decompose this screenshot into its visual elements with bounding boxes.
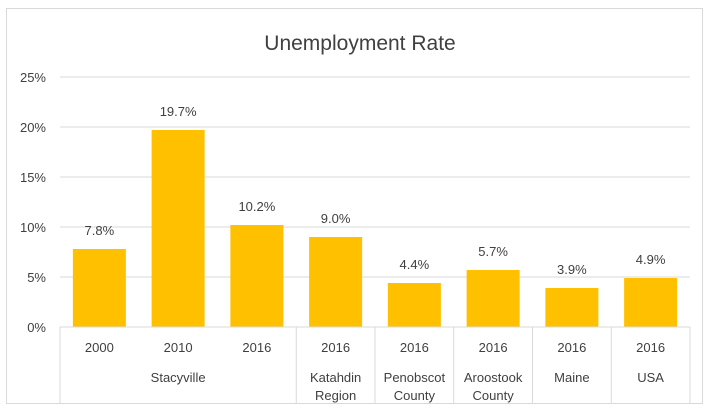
bar [151,130,205,327]
y-tick-label: 25% [20,70,46,85]
group-label: County [394,388,436,403]
y-tick-label: 15% [20,170,46,185]
x-tick-label: 2010 [164,340,193,355]
group-label: Katahdin [310,370,361,385]
chart-title: Unemployment Rate [264,32,455,55]
group-label: Maine [554,370,589,385]
bar [466,270,520,327]
x-tick-label: 2016 [242,340,271,355]
data-label: 7.8% [85,223,115,238]
x-tick-label: 2016 [400,340,429,355]
x-axis: 2000 2010 2016 2016 2016 2016 2016 2016 Stacyvil… [59,326,691,404]
bar [309,237,363,327]
data-labels: 7.8% 19.7% 10.2% 9.0% 4.4% 5.7% 3.9% 4.9% [85,104,666,277]
bar [545,288,599,327]
bar [72,249,126,327]
y-tick-label: 10% [20,220,46,235]
group-label: County [473,388,515,403]
x-tick-label: 2000 [85,340,114,355]
data-label: 3.9% [557,262,587,277]
data-label: 19.7% [160,104,197,119]
y-tick-label: 20% [20,120,46,135]
data-label: 4.4% [400,257,430,272]
group-label: Stacyville [151,370,206,385]
data-label: 9.0% [321,211,351,226]
data-label: 5.7% [478,244,508,259]
y-tick-label: 5% [27,270,46,285]
bars [72,130,678,327]
group-label: Region [315,388,356,403]
data-label: 4.9% [636,252,666,267]
bar [387,283,441,327]
bar [230,225,284,327]
y-axis-ticks: 0% 5% 10% 15% 20% 25% [20,70,46,335]
x-tick-label: 2016 [321,340,350,355]
x-tick-label: 2016 [636,340,665,355]
x-tick-label: 2016 [557,340,586,355]
x-tick-label: 2016 [479,340,508,355]
group-label: USA [637,370,664,385]
group-label: Aroostook [464,370,523,385]
bar [624,278,678,327]
data-label: 10.2% [238,199,275,214]
y-tick-label: 0% [27,320,46,335]
chart-frame [6,8,703,404]
group-label: Penobscot [384,370,446,385]
